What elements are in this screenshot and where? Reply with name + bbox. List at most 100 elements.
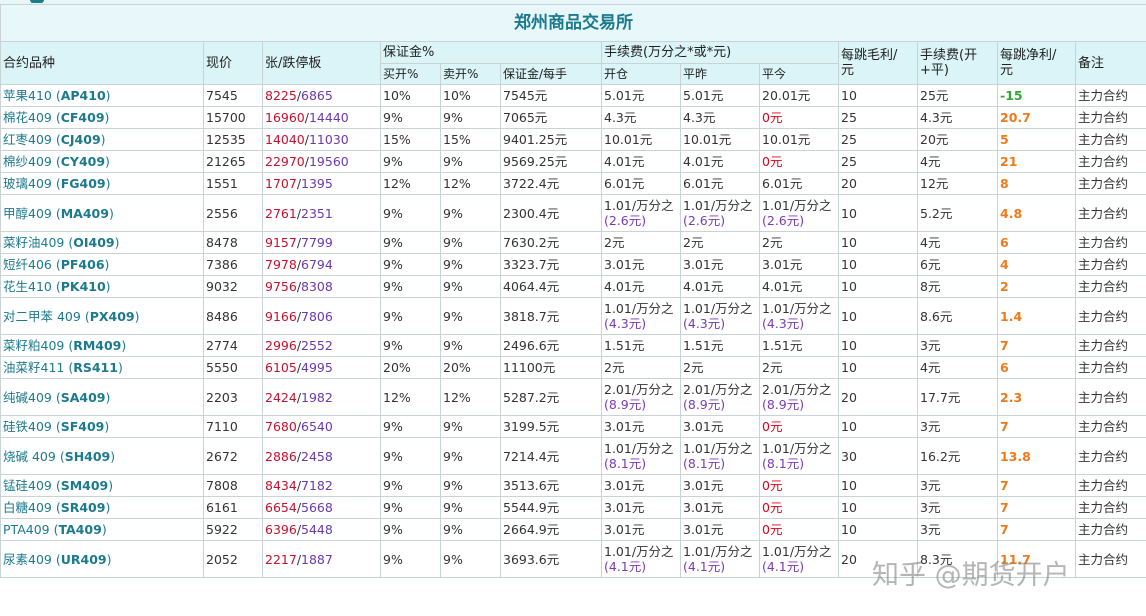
cell-contract: 纯碱409 (SA409) — [0, 378, 204, 416]
header-margin-buy: 买开% — [380, 63, 441, 85]
cell-contract: 对二甲苯 409 (PX409) — [0, 297, 204, 335]
cell-limit: 8225/6865 — [262, 84, 381, 107]
cell-limit: 6654/5668 — [262, 496, 381, 519]
cell-fee-close-today: 0元 — [759, 474, 839, 497]
cell-fee-close: 1.51元 — [680, 334, 760, 357]
cell-price: 21265 — [203, 150, 263, 173]
cell-limit: 2217/1887 — [262, 540, 381, 578]
cell-tick-gross: 10 — [838, 474, 918, 497]
cell-note: 主力合约 — [1074, 172, 1146, 195]
cell-note: 主力合约 — [1074, 415, 1146, 438]
cell-note: 主力合约 — [1074, 194, 1146, 232]
cell-price: 8478 — [203, 231, 263, 254]
cell-price: 2556 — [203, 194, 263, 232]
cell-fee-close-today: 0元 — [759, 106, 839, 129]
cell-margin-buy: 12% — [380, 172, 441, 195]
cell-fee-close-today: 0元 — [759, 518, 839, 541]
cell-margin-buy: 9% — [380, 106, 441, 129]
cell-fee-open: 4.01元 — [601, 275, 681, 298]
cell-fee-open: 1.01/万分之 (4.3元) — [601, 297, 681, 335]
cell-contract: PTA409 (TA409) — [0, 518, 204, 541]
cell-margin-buy: 9% — [380, 334, 441, 357]
cell-limit: 9157/7799 — [262, 231, 381, 254]
cell-contract: 尿素409 (UR409) — [0, 540, 204, 578]
cell-limit: 16960/14440 — [262, 106, 381, 129]
cell-margin-buy: 9% — [380, 297, 441, 335]
cell-price: 7545 — [203, 84, 263, 107]
cell-note: 主力合约 — [1074, 437, 1146, 475]
cell-margin-sell: 9% — [440, 150, 501, 173]
cell-fee-close: 3.01元 — [680, 415, 760, 438]
cell-fee-open: 2.01/万分之 (8.9元) — [601, 378, 681, 416]
cell-margin-sell: 9% — [440, 253, 501, 276]
cell-fee-total: 5.2元 — [917, 194, 998, 232]
cell-tick-net: 7 — [997, 474, 1076, 497]
cell-fee-total: 16.2元 — [917, 437, 998, 475]
cell-limit: 2424/1982 — [262, 378, 381, 416]
cell-fee-total: 4元 — [917, 356, 998, 379]
cell-margin-sell: 12% — [440, 378, 501, 416]
cell-fee-close-today: 1.01/万分之 (4.3元) — [759, 297, 839, 335]
cell-note: 主力合约 — [1074, 496, 1146, 519]
cell-margin-per-lot: 11100元 — [500, 356, 602, 379]
cell-tick-gross: 10 — [838, 356, 918, 379]
cell-margin-per-lot: 3513.6元 — [500, 474, 602, 497]
cell-fee-close-today: 4.01元 — [759, 275, 839, 298]
cell-tick-net: -15 — [997, 84, 1076, 107]
cell-tick-net: 11.7 — [997, 540, 1076, 578]
cell-fee-total: 4元 — [917, 231, 998, 254]
cell-price: 5922 — [203, 518, 263, 541]
cell-margin-sell: 9% — [440, 297, 501, 335]
cell-margin-buy: 9% — [380, 496, 441, 519]
cell-margin-per-lot: 9401.25元 — [500, 128, 602, 151]
cell-tick-gross: 20 — [838, 540, 918, 578]
cell-tick-net: 20.7 — [997, 106, 1076, 129]
cell-margin-buy: 9% — [380, 275, 441, 298]
cell-contract: 棉花409 (CF409) — [0, 106, 204, 129]
cell-margin-per-lot: 3722.4元 — [500, 172, 602, 195]
cell-fee-open: 6.01元 — [601, 172, 681, 195]
cell-margin-sell: 12% — [440, 172, 501, 195]
cell-margin-buy: 9% — [380, 540, 441, 578]
cell-contract: 硅铁409 (SF409) — [0, 415, 204, 438]
cell-tick-gross: 10 — [838, 275, 918, 298]
cell-margin-buy: 10% — [380, 84, 441, 107]
cell-fee-total: 8元 — [917, 275, 998, 298]
cell-price: 7110 — [203, 415, 263, 438]
cell-note: 主力合约 — [1074, 356, 1146, 379]
cell-contract: 玻璃409 (FG409) — [0, 172, 204, 195]
header-limit: 张/跌停板 — [262, 41, 381, 85]
cell-price: 2052 — [203, 540, 263, 578]
cell-fee-open: 3.01元 — [601, 518, 681, 541]
cell-fee-total: 4.3元 — [917, 106, 998, 129]
cell-fee-close: 4.01元 — [680, 150, 760, 173]
cell-margin-per-lot: 3199.5元 — [500, 415, 602, 438]
header-fee-total: 手续费(开 +平) — [917, 41, 998, 85]
cell-fee-close: 3.01元 — [680, 253, 760, 276]
cell-fee-open: 3.01元 — [601, 496, 681, 519]
cell-contract: 菜籽粕409 (RM409) — [0, 334, 204, 357]
cell-fee-total: 25元 — [917, 84, 998, 107]
cell-limit: 6105/4995 — [262, 356, 381, 379]
table-row: 甲醇409 (MA409) 2556 2761/2351 9% 9% 2300.4元 1.0… — [0, 194, 1146, 232]
cell-tick-gross: 25 — [838, 106, 918, 129]
cell-fee-close: 3.01元 — [680, 496, 760, 519]
cell-fee-close-today: 0元 — [759, 150, 839, 173]
cell-tick-gross: 25 — [838, 150, 918, 173]
header-price: 现价 — [203, 41, 263, 85]
cell-note: 主力合约 — [1074, 253, 1146, 276]
cell-margin-buy: 9% — [380, 194, 441, 232]
cell-note: 主力合约 — [1074, 128, 1146, 151]
cell-contract: 烧碱 409 (SH409) — [0, 437, 204, 475]
header-note: 备注 — [1074, 41, 1146, 85]
cell-fee-close-today: 1.51元 — [759, 334, 839, 357]
table-title: 郑州商品交易所 — [0, 4, 1146, 42]
cell-limit: 22970/19560 — [262, 150, 381, 173]
table-row: 棉纱409 (CY409) 21265 22970/19560 9% 9% 9569.25… — [0, 150, 1146, 173]
cell-contract: 白糖409 (SR409) — [0, 496, 204, 519]
cell-note: 主力合约 — [1074, 540, 1146, 578]
cell-tick-net: 5 — [997, 128, 1076, 151]
top-strip — [0, 0, 1146, 4]
cell-margin-sell: 10% — [440, 84, 501, 107]
cell-fee-open: 3.01元 — [601, 253, 681, 276]
